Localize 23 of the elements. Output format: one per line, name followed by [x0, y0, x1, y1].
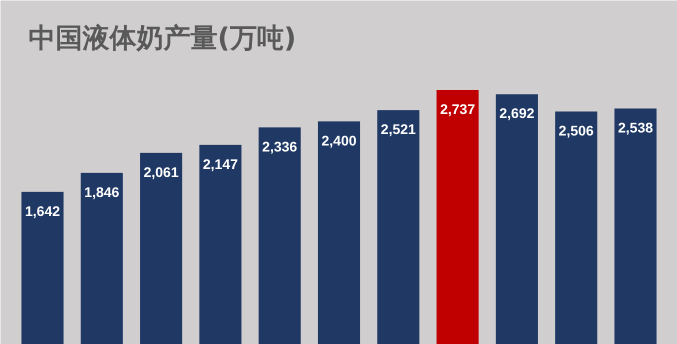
chart-title: 中国液体奶产量(万吨) [28, 23, 296, 54]
data-label: 2,538 [618, 120, 654, 136]
data-label: 1,846 [84, 184, 120, 200]
data-label: 2,147 [202, 156, 238, 172]
bar [555, 112, 598, 344]
bar [140, 152, 182, 344]
bar [258, 127, 301, 344]
bar [496, 94, 538, 344]
data-label: 2,521 [380, 121, 416, 138]
data-label: 2,336 [262, 138, 298, 154]
bar [614, 108, 657, 344]
bar [80, 172, 123, 344]
data-label: 2,506 [558, 122, 594, 139]
bar [199, 144, 242, 344]
data-label: 2,737 [440, 101, 476, 118]
data-label: 2,692 [499, 105, 535, 122]
bar [21, 192, 64, 344]
data-label: 2,400 [321, 132, 357, 148]
bar [436, 90, 479, 344]
data-label: 2,061 [144, 164, 179, 180]
bar [318, 121, 360, 344]
data-label: 1,642 [24, 202, 60, 219]
bar [377, 110, 420, 344]
